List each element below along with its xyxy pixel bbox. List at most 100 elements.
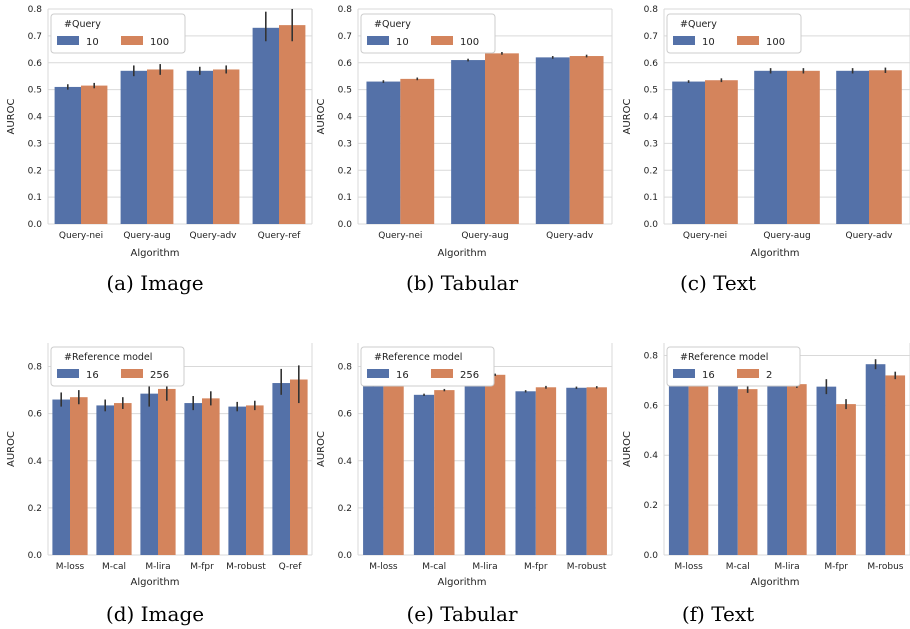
bar-100-Query-nei [81,85,108,224]
x-tick-label: Query-adv [190,231,238,241]
bar-16-M-cal [413,394,435,555]
y-tick-label: 0.0 [644,220,659,230]
x-axis-label: Algorithm [751,248,800,259]
x-axis-label: Algorithm [131,248,180,259]
y-tick-label: 0.1 [28,193,42,203]
bar-16-M-lira [767,367,787,555]
y-tick-label: 0.0 [28,220,43,230]
legend-swatch [737,36,759,45]
y-tick-label: 0.2 [338,504,352,514]
x-tick-label: Query-nei [683,231,727,241]
bar-256-M-lira [158,388,176,555]
x-tick-label: M-cal [726,562,750,572]
x-tick-label: Query-aug [763,231,810,241]
bar-16-M-robust [228,406,246,555]
y-tick-label: 0.0 [338,551,353,561]
legend-label: 16 [86,370,99,381]
bar-10-Query-adv [836,70,869,224]
bar-16-M-lira [140,393,158,555]
y-axis-label: AUROC [622,99,633,135]
y-tick-label: 0.6 [338,59,353,69]
x-tick-label: M-fpr [824,562,848,572]
legend: #Query 10 100 [360,13,496,54]
bar-100-Query-aug [787,70,820,224]
y-tick-label: 0.0 [644,551,659,561]
bar-256-M-loss [383,381,404,555]
y-tick-label: 0.1 [644,193,658,203]
y-tick-label: 0.3 [28,139,42,149]
bar-10-Query-nei [54,86,81,224]
panel-b: 0.0 0.1 0.2 0.3 0.4 0.5 0.6 0.7 0.8 Query-nei Quer… [316,5,613,295]
bar-16-M-loss [668,362,689,555]
bar-16-M-robus [865,364,886,555]
legend-swatch [367,369,389,378]
legend-label: 10 [702,37,715,48]
x-tick-label: M-loss [369,562,398,572]
y-tick-label: 0.3 [338,139,352,149]
x-tick-label: M-lira [145,562,170,572]
x-tick-label: M-fpr [524,562,548,572]
y-tick-label: 0.7 [28,32,42,42]
bar-100-Query-aug [147,69,174,224]
bar-16-M-cal [718,382,738,555]
y-tick-label: 0.7 [338,32,352,42]
legend-box [360,13,496,54]
bar-256-M-fpr [535,387,557,555]
bar-100-Query-nei [400,78,435,224]
y-tick-label: 0.8 [644,351,659,361]
legend-swatch [431,36,453,45]
y-tick-label: 0.1 [338,193,352,203]
panel-c: 0.0 0.1 0.2 0.3 0.4 0.5 0.6 0.7 0.8 Query-nei Quer… [622,5,910,295]
legend: #Reference model 16 256 [50,346,185,387]
legend: #Query 10 100 [50,13,186,54]
y-axis-label: AUROC [6,99,17,135]
x-tick-label: M-robust [226,562,266,572]
bar-10-Query-aug [120,70,147,224]
y-tick-label: 0.0 [28,551,43,561]
bar-10-Query-aug [451,60,485,224]
bar-100-Query-adv [569,56,604,224]
x-tick-label: M-fpr [190,562,214,572]
y-axis-label: AUROC [316,99,327,135]
bar-256-M-cal [434,390,455,555]
y-tick-label: 0.8 [28,363,43,373]
x-tick-label: M-loss [674,562,703,572]
bar-16-M-fpr [816,386,837,555]
bar-10-Query-nei [366,81,401,224]
panel-caption: (a) Image [106,271,203,295]
panel-caption: (d) Image [106,602,204,626]
legend: #Reference model 16 2 [666,346,801,387]
x-axis-label: Algorithm [751,577,800,588]
x-tick-label: M-cal [102,562,126,572]
bar-2-M-fpr [836,404,856,555]
y-tick-label: 0.6 [644,59,659,69]
x-axis-label: Algorithm [438,248,487,259]
x-tick-label: M-robus [867,562,903,572]
y-axis-label: AUROC [622,431,633,467]
bar-100-Query-nei [705,80,738,224]
y-tick-label: 0.5 [338,86,352,96]
bar-256-M-cal [114,403,132,555]
bar-10-Query-adv [186,70,213,224]
bar-256-M-robust [246,405,264,555]
legend-box [360,346,495,387]
x-axis-label: Algorithm [438,577,487,588]
legend-swatch [57,36,79,45]
legend-swatch [673,36,695,45]
legend-title: #Query [680,19,717,30]
panel-a: 0.0 0.1 0.2 0.3 0.4 0.5 0.6 0.7 0.8 Query-nei Quer… [6,5,313,295]
y-tick-label: 0.6 [28,410,43,420]
x-tick-label: M-robust [567,562,607,572]
legend: #Reference model 16 256 [360,346,495,387]
bar-100-Query-ref [279,25,306,224]
y-tick-label: 0.4 [28,113,43,123]
y-tick-label: 0.4 [338,113,353,123]
bar-256-Q-ref [290,379,308,555]
bar-2-M-robus [885,375,906,555]
x-axis-label: Algorithm [131,577,180,588]
panel-d: 0.0 0.2 0.4 0.6 0.8 M-loss M-cal M-lira M-fpr M-r… [6,343,313,626]
bar-256-M-fpr [202,398,220,555]
bar-100-Query-adv [213,69,240,224]
y-tick-label: 0.2 [644,166,658,176]
x-tick-label: M-lira [774,562,799,572]
